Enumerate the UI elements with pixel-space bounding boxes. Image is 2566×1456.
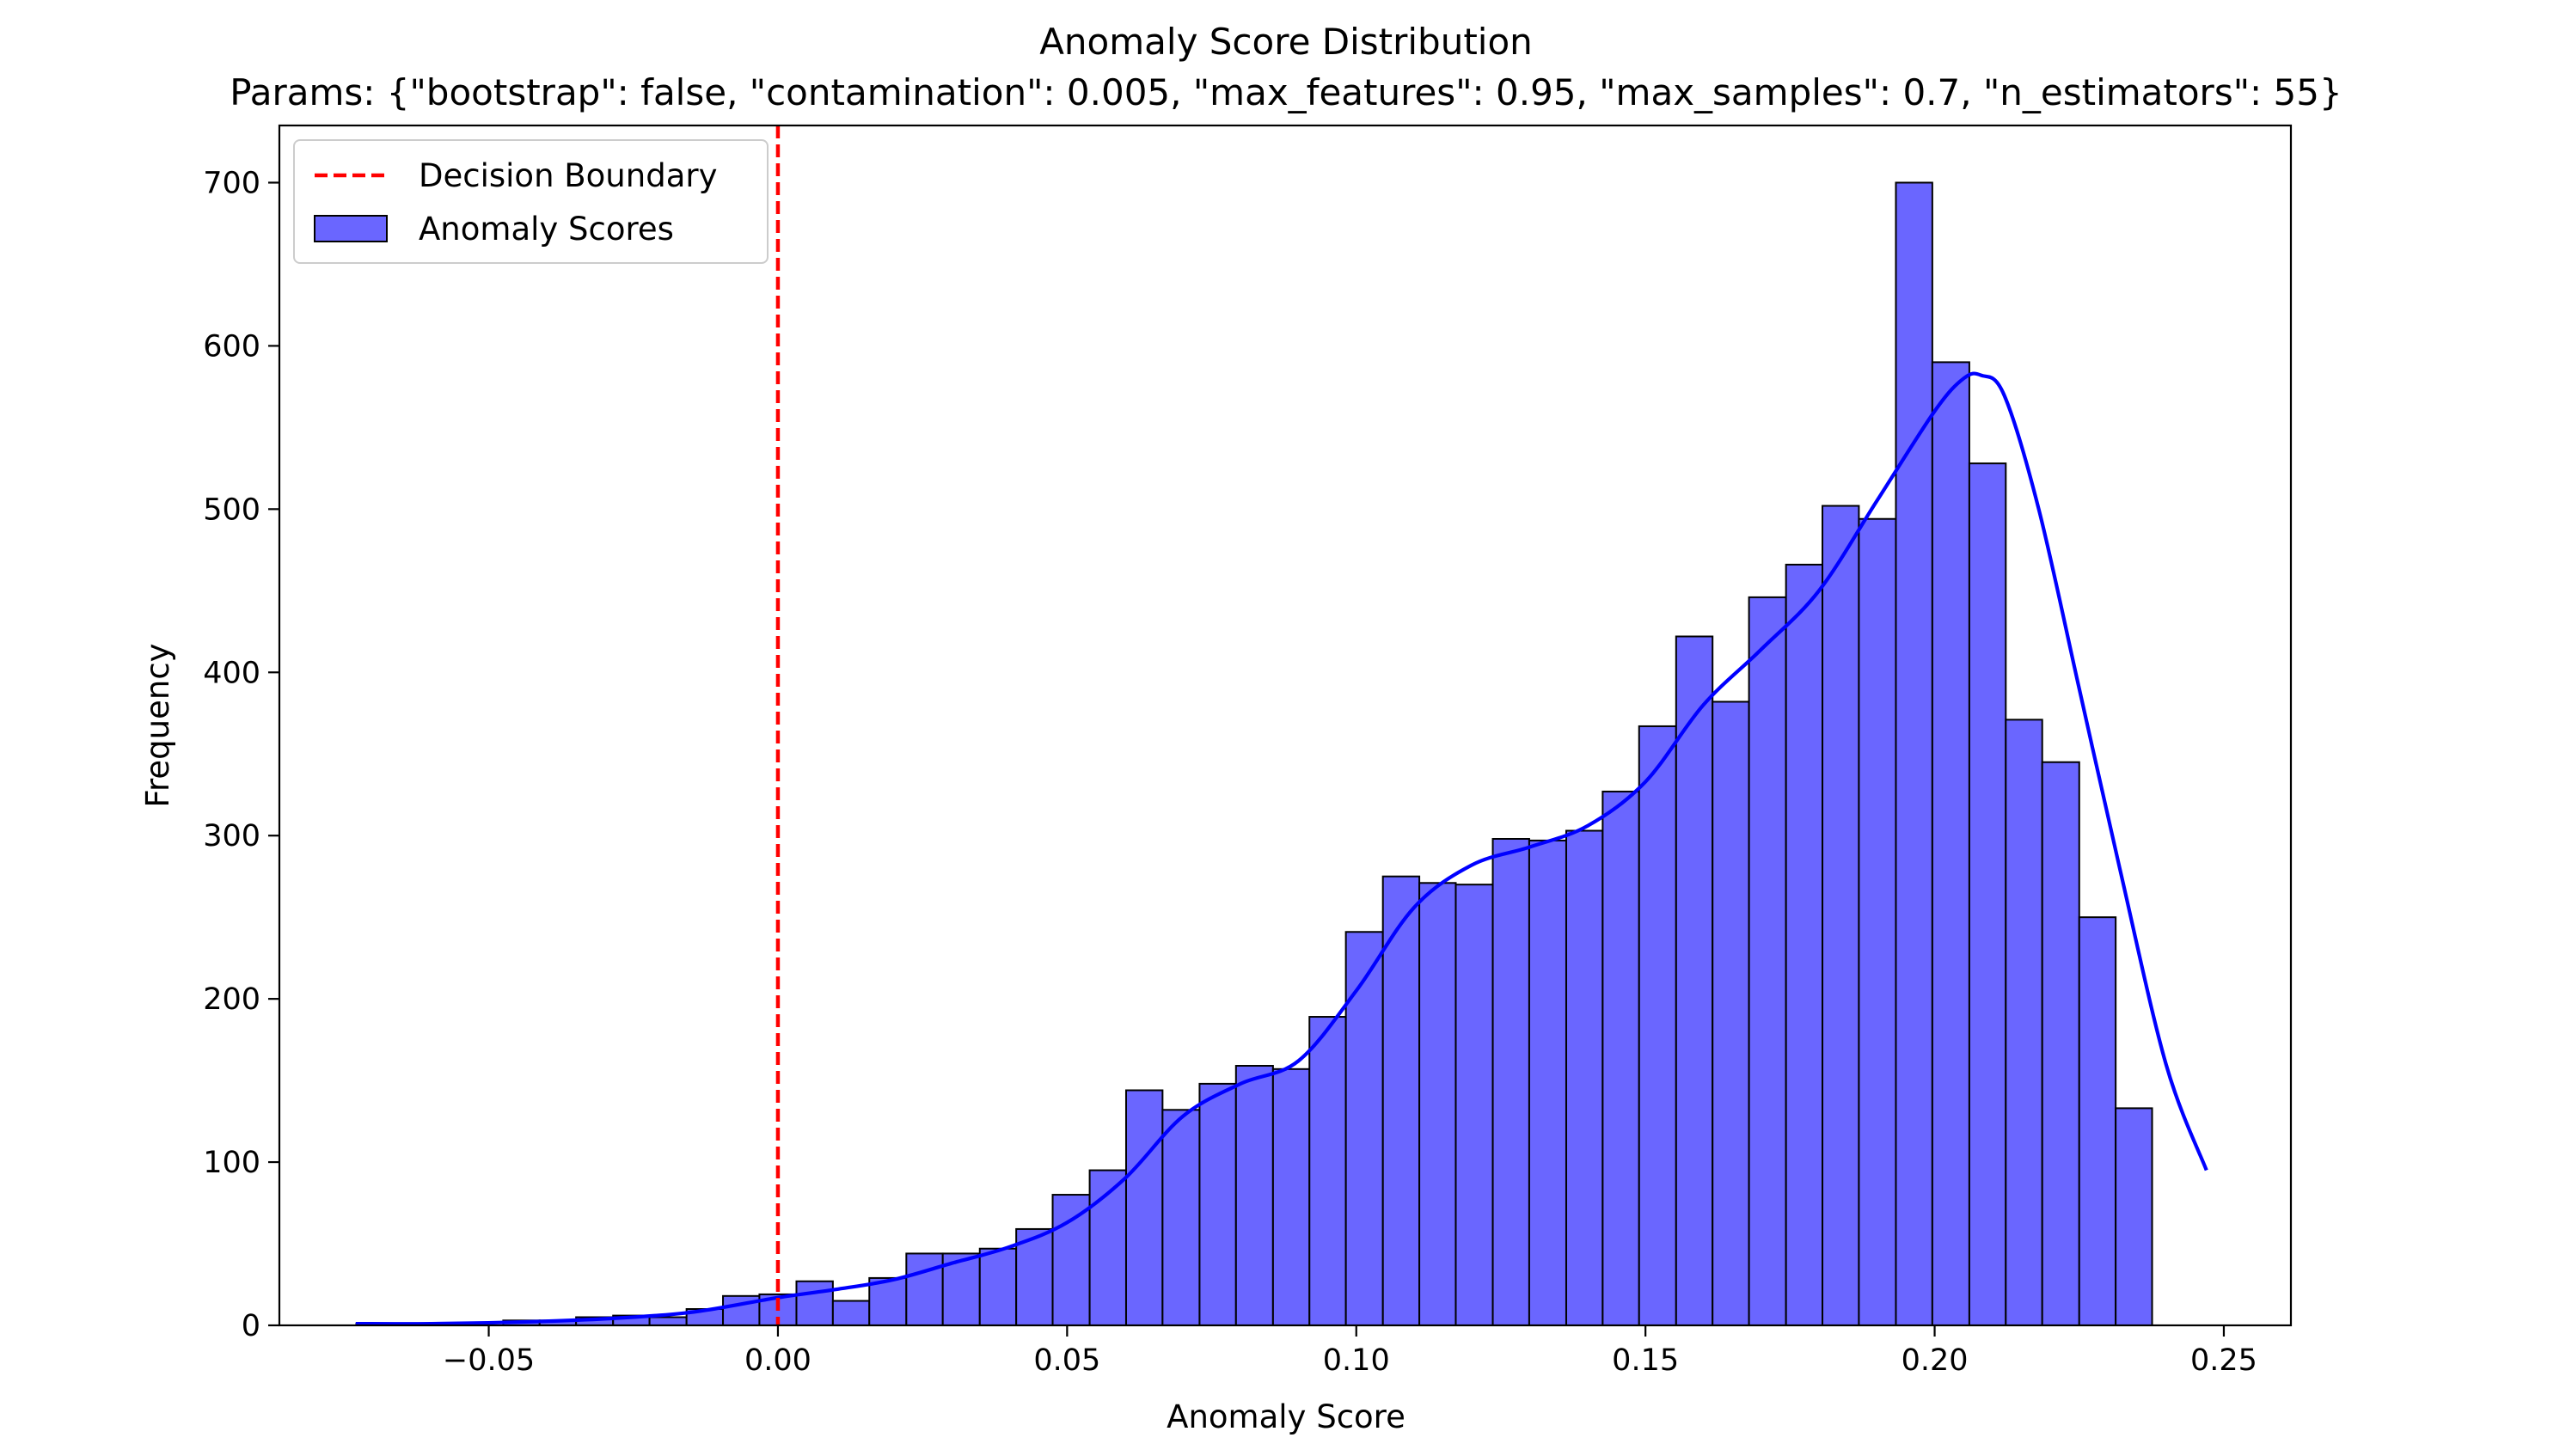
histogram-bar [1271, 1068, 1311, 1327]
chart-title: Anomaly Score Distribution [1039, 21, 1533, 63]
y-axis-ticks: 0 100 200 300 400 500 600 700 [203, 166, 279, 1343]
histogram-bar [1308, 1016, 1347, 1327]
x-tick-label: 0.00 [744, 1343, 811, 1378]
chart-subtitle: Params: {"bootstrap": false, "contaminat… [230, 71, 2342, 113]
histogram-bar [1015, 1227, 1054, 1326]
y-tick-label: 700 [203, 166, 260, 200]
histogram-bar [2115, 1107, 2153, 1327]
x-tick-label: −0.05 [443, 1343, 535, 1378]
legend: Decision Boundary Anomaly Scores [293, 139, 769, 264]
histogram-bar [1748, 596, 1787, 1326]
histogram-bar [1088, 1169, 1127, 1327]
histogram-bar [1931, 361, 1970, 1326]
histogram-bar [2041, 761, 2080, 1326]
histogram-bar [1161, 1109, 1201, 1327]
histogram-bar [868, 1276, 908, 1327]
histogram-bar [1822, 505, 1860, 1326]
histogram-bar [1968, 462, 2007, 1326]
histogram-bar [1675, 635, 1714, 1326]
y-tick-label: 400 [203, 656, 260, 690]
kde-curve [355, 371, 2208, 1326]
histogram-bar [1565, 829, 1604, 1326]
y-tick-label: 200 [203, 982, 260, 1017]
histogram-bar [1785, 563, 1824, 1326]
histogram-bar [2005, 719, 2043, 1326]
plot-area-frame [278, 124, 2293, 1327]
histogram-bar [1454, 884, 1494, 1327]
histogram-bar [648, 1316, 688, 1326]
histogram-bar [1051, 1194, 1091, 1327]
histogram-bar [1234, 1065, 1274, 1326]
x-tick-label: 0.25 [2190, 1343, 2257, 1378]
histogram-bar [831, 1300, 871, 1327]
histogram-bar [1124, 1089, 1164, 1326]
x-axis-label: Anomaly Score [1167, 1398, 1405, 1435]
histogram-bar [1858, 517, 1897, 1326]
histogram-bar [978, 1247, 1018, 1326]
y-tick-label: 500 [203, 492, 260, 527]
legend-anomaly-scores-swatch [314, 215, 388, 242]
histogram-bar [1344, 931, 1384, 1326]
y-tick-label: 600 [203, 329, 260, 364]
histogram-bar [1712, 700, 1750, 1326]
histogram-bar [1895, 181, 1933, 1327]
y-tick-label: 100 [203, 1146, 260, 1180]
histogram-bar [1491, 838, 1530, 1326]
kde-curve-layer [355, 371, 2208, 1326]
x-tick-label: 0.10 [1323, 1343, 1390, 1378]
y-tick-label: 0 [242, 1309, 260, 1343]
histogram-bar [2078, 916, 2117, 1327]
x-tick-label: 0.20 [1902, 1343, 1969, 1378]
histogram-bar [1638, 725, 1677, 1326]
legend-frame [293, 139, 769, 264]
y-tick-label: 300 [203, 819, 260, 853]
histogram-bar [1528, 839, 1567, 1326]
legend-decision-boundary-label: Decision Boundary [419, 157, 717, 194]
histogram-bar [1198, 1082, 1237, 1327]
histogram-bar [795, 1280, 834, 1326]
histogram-bar [905, 1252, 944, 1327]
x-tick-label: 0.15 [1612, 1343, 1679, 1378]
x-tick-label: 0.05 [1033, 1343, 1100, 1378]
x-axis-ticks: −0.05 0.00 0.05 0.10 0.15 0.20 0.25 [443, 1325, 2257, 1378]
y-axis-label: Frequency [139, 643, 176, 807]
histogram-bar [1381, 875, 1421, 1326]
histogram-bar [1418, 882, 1457, 1326]
histogram-bar [1601, 790, 1640, 1326]
legend-anomaly-scores-label: Anomaly Scores [419, 211, 674, 248]
